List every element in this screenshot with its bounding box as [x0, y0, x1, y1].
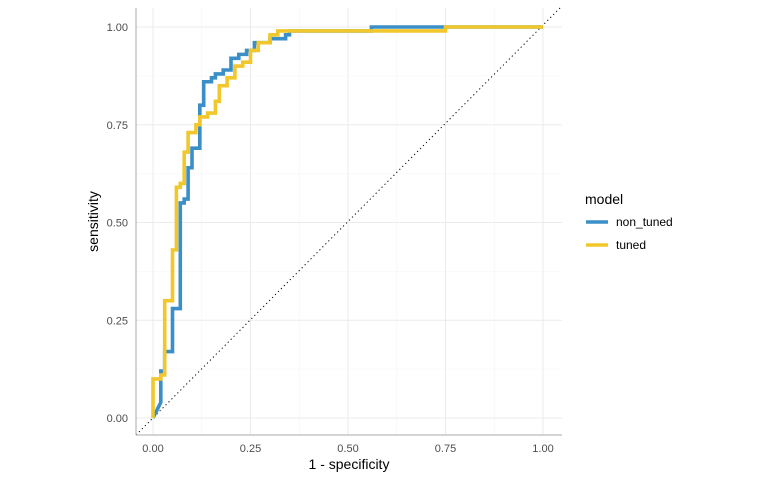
series-line-tuned	[151, 25, 543, 418]
x-tick-label: 1.00	[532, 443, 553, 455]
y-tick-label: 0.00	[107, 413, 128, 425]
y-tick-label: 0.75	[107, 120, 128, 132]
y-tick-label: 1.00	[107, 22, 128, 34]
series-group	[151, 25, 543, 419]
legend-label-non-tuned: non_tuned	[616, 215, 673, 229]
legend-title: model	[585, 191, 623, 207]
x-tick-label: 0.75	[435, 443, 456, 455]
y-axis-title: sensitivity	[85, 191, 101, 252]
x-tick-label: 0.00	[142, 443, 163, 455]
x-tick-label: 0.25	[240, 443, 261, 455]
reference-line-group	[135, 5, 563, 436]
grid-lines	[136, 8, 562, 435]
tick-labels: 0.00 0.25 0.50 0.75 1.00 0.00 0.25 0.50 0.75 1.00	[107, 22, 554, 455]
x-axis-title: 1 - specificity	[309, 456, 390, 472]
reference-diagonal-line	[135, 5, 563, 436]
x-tick-label: 0.50	[337, 443, 358, 455]
legend-label-tuned: tuned	[616, 238, 646, 252]
y-tick-label: 0.25	[107, 315, 128, 327]
y-tick-label: 0.50	[107, 218, 128, 230]
axes-group	[135, 8, 562, 436]
